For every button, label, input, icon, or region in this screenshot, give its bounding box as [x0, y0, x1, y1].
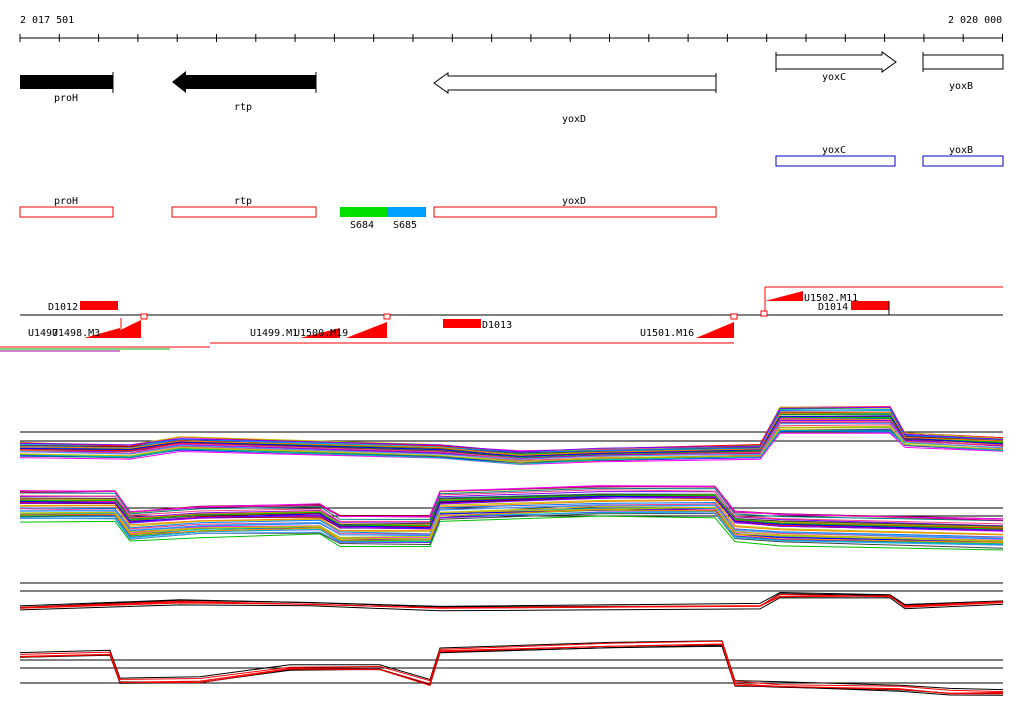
feature-D1014-label: D1014 — [818, 302, 848, 313]
profile-2-line — [19, 505, 1004, 539]
feature-D1013-label: D1013 — [482, 320, 512, 331]
red-transcript-yoxD — [433, 206, 717, 218]
feature-U1501-marker — [696, 322, 734, 338]
profile-4-line — [19, 640, 1004, 691]
red-transcript-proH-label: proH — [54, 196, 78, 207]
feature-D1013 — [443, 319, 481, 328]
segment-S685 — [387, 207, 426, 217]
profile-1-line — [19, 432, 1004, 466]
ruler-left-label: 2 017 501 — [20, 15, 74, 26]
profile-2-line — [19, 499, 1004, 535]
gene-yoxD-label: yoxD — [562, 114, 586, 125]
profile-1-line — [19, 406, 1004, 453]
profile-2-line — [19, 505, 1004, 542]
coordinate-ruler: 2 017 501 2 020 000 — [19, 15, 1003, 42]
profile-1-line — [19, 425, 1004, 463]
gene-yoxC-label: yoxC — [822, 72, 846, 83]
profile-2-line — [19, 489, 1004, 525]
feature-U1502-marker — [765, 291, 803, 301]
ruler-ticks — [19, 34, 1003, 42]
blue-transcript-yoxB — [922, 155, 1004, 167]
feature-U1498-marker — [104, 320, 141, 338]
expression-profile-tracks — [19, 406, 1004, 696]
feature-U1501-box — [730, 313, 738, 320]
profile-2-line — [19, 510, 1004, 545]
gene-prOH-label: proH — [54, 93, 78, 104]
profile-2-line — [19, 494, 1004, 530]
blue-transcript-track: yoxC yoxB — [775, 145, 1004, 167]
feature-track: D1012 D1013 D1014 U1502.M11 U1497 U1498.… — [0, 286, 1003, 352]
feature-D1012-label: D1012 — [48, 302, 78, 313]
profile-1-line — [19, 409, 1004, 453]
gene-prOH-arrow — [20, 75, 113, 89]
feature-U1499-marker — [300, 328, 340, 338]
profile-3-line — [19, 595, 1004, 609]
feature-U1498-box — [140, 313, 148, 320]
segment-S685-label: S685 — [393, 220, 417, 231]
feature-U1502-box — [760, 310, 768, 317]
gene-yoxD-arrow — [433, 72, 717, 94]
feature-U1499-label: U1499.M1 — [250, 328, 298, 339]
profile-4-line — [19, 640, 1004, 693]
profile-2-line — [19, 515, 1004, 551]
blue-transcript-yoxB-label: yoxB — [949, 145, 973, 156]
profile-1-line — [19, 430, 1004, 465]
gene-rtp-arrow — [172, 71, 316, 93]
red-transcript-rtp-label: rtp — [234, 196, 252, 207]
profile-4-line — [19, 643, 1003, 695]
profile-lines — [19, 406, 1004, 696]
blue-transcript-yoxC — [775, 155, 896, 167]
gene-track: proH rtp yoxD yoxC yoxB — [20, 51, 1004, 125]
gene-rtp-label: rtp — [234, 102, 252, 113]
profile-1-line — [19, 422, 1004, 460]
feature-U1500-box — [383, 313, 391, 320]
profile-2-line — [19, 509, 1004, 543]
segment-S684-label: S684 — [350, 220, 374, 231]
red-transcript-yoxD-label: yoxD — [562, 196, 586, 207]
profile-2-line — [19, 487, 1004, 522]
feature-U1502-label: U1502.M11 — [804, 293, 858, 304]
profile-3-line — [19, 597, 1004, 612]
feature-U1500-marker — [346, 322, 387, 338]
gene-yoxB-label: yoxB — [949, 81, 973, 92]
profile-1-line — [19, 411, 1004, 456]
feature-D1012 — [80, 301, 118, 310]
profile-2-line — [19, 499, 1004, 536]
profile-2-line — [19, 485, 1004, 520]
feature-U1498-label: U1498.M3 — [52, 328, 100, 339]
profile-1-line — [19, 415, 1004, 457]
red-transcript-proH — [19, 206, 114, 218]
profile-2-line — [19, 496, 1004, 532]
blue-transcript-yoxC-label: yoxC — [822, 145, 846, 156]
feature-U1501-label: U1501.M16 — [640, 328, 694, 339]
gene-yoxC-arrow — [775, 51, 897, 73]
ruler-right-label: 2 020 000 — [948, 15, 1002, 26]
profile-3-line — [19, 591, 1004, 607]
red-transcript-rtp — [171, 206, 317, 218]
feature-U1500-label: U1500.M19 — [294, 328, 348, 339]
feature-U1497-label: U1497 — [28, 328, 58, 339]
red-transcript-track: proH rtp yoxD S684 S685 — [19, 196, 717, 231]
feature-D1014 — [851, 301, 889, 310]
segment-S684 — [340, 207, 387, 217]
gene-yoxB-box — [922, 54, 1004, 70]
